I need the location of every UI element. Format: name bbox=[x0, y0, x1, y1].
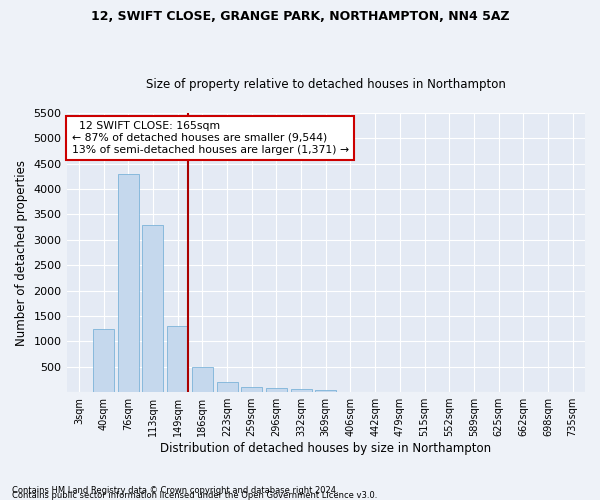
Bar bbox=[192, 366, 213, 392]
Text: 12 SWIFT CLOSE: 165sqm
← 87% of detached houses are smaller (9,544)
13% of semi-: 12 SWIFT CLOSE: 165sqm ← 87% of detached… bbox=[72, 122, 349, 154]
X-axis label: Distribution of detached houses by size in Northampton: Distribution of detached houses by size … bbox=[160, 442, 491, 455]
Bar bbox=[266, 388, 287, 392]
Text: Contains public sector information licensed under the Open Government Licence v3: Contains public sector information licen… bbox=[12, 490, 377, 500]
Bar bbox=[142, 224, 163, 392]
Bar bbox=[93, 328, 114, 392]
Bar bbox=[118, 174, 139, 392]
Bar bbox=[315, 390, 336, 392]
Title: Size of property relative to detached houses in Northampton: Size of property relative to detached ho… bbox=[146, 78, 506, 91]
Text: Contains HM Land Registry data © Crown copyright and database right 2024.: Contains HM Land Registry data © Crown c… bbox=[12, 486, 338, 495]
Bar bbox=[290, 389, 311, 392]
Text: 12, SWIFT CLOSE, GRANGE PARK, NORTHAMPTON, NN4 5AZ: 12, SWIFT CLOSE, GRANGE PARK, NORTHAMPTO… bbox=[91, 10, 509, 23]
Bar bbox=[241, 387, 262, 392]
Bar bbox=[167, 326, 188, 392]
Bar bbox=[217, 382, 238, 392]
Y-axis label: Number of detached properties: Number of detached properties bbox=[15, 160, 28, 346]
